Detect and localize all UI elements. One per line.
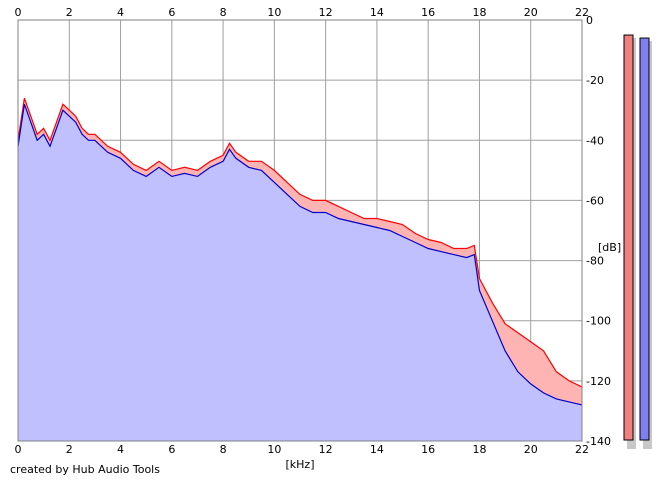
x-tick-label-bottom: 10 bbox=[267, 443, 281, 456]
series-1-line bbox=[17, 97, 583, 388]
x-tick-label-bottom: 2 bbox=[66, 443, 73, 456]
y-tick-label: -20 bbox=[586, 74, 604, 87]
level-meter-bar bbox=[639, 37, 650, 441]
level-meters bbox=[623, 34, 652, 450]
series-layer bbox=[17, 97, 583, 441]
x-tick-label-top: 4 bbox=[117, 6, 124, 19]
x-tick-label-top: 16 bbox=[421, 6, 435, 19]
x-tick-label-bottom: 22 bbox=[575, 443, 589, 456]
x-tick-label-bottom: 6 bbox=[168, 443, 175, 456]
x-tick-label-bottom: 20 bbox=[524, 443, 538, 456]
plot-frame bbox=[17, 19, 583, 442]
x-tick-label-top: 2 bbox=[66, 6, 73, 19]
y-tick-label: -120 bbox=[586, 375, 611, 388]
x-axis-label: [kHz] bbox=[286, 458, 315, 471]
x-tick-label-bottom: 12 bbox=[319, 443, 333, 456]
x-tick-label-top: 22 bbox=[575, 6, 589, 19]
x-tick-label-top: 0 bbox=[15, 6, 22, 19]
x-tick-label-top: 20 bbox=[524, 6, 538, 19]
credit-text: created by Hub Audio Tools bbox=[10, 463, 160, 476]
y-tick-label: -40 bbox=[586, 134, 604, 147]
tick-labels: 002244668810101212141416161818202022220-… bbox=[15, 6, 611, 456]
y-tick-label: -60 bbox=[586, 194, 604, 207]
series-2-line bbox=[17, 103, 583, 406]
y-axis-label: [dB] bbox=[598, 241, 621, 254]
y-tick-label: -100 bbox=[586, 315, 611, 328]
x-tick-label-top: 18 bbox=[472, 6, 486, 19]
x-tick-label-bottom: 4 bbox=[117, 443, 124, 456]
y-tick-label: -140 bbox=[586, 435, 611, 448]
x-tick-label-top: 12 bbox=[319, 6, 333, 19]
x-tick-label-bottom: 0 bbox=[15, 443, 22, 456]
y-tick-label: 0 bbox=[586, 14, 593, 27]
y-tick-label: -80 bbox=[586, 255, 604, 268]
x-tick-label-top: 14 bbox=[370, 6, 384, 19]
x-tick-label-bottom: 8 bbox=[220, 443, 227, 456]
series-2-area bbox=[18, 104, 582, 441]
x-tick-label-bottom: 18 bbox=[472, 443, 486, 456]
x-tick-label-top: 8 bbox=[220, 6, 227, 19]
x-tick-label-bottom: 16 bbox=[421, 443, 435, 456]
level-meter-bar bbox=[623, 34, 634, 441]
x-tick-label-bottom: 14 bbox=[370, 443, 384, 456]
x-tick-label-top: 6 bbox=[168, 6, 175, 19]
x-tick-label-top: 10 bbox=[267, 6, 281, 19]
